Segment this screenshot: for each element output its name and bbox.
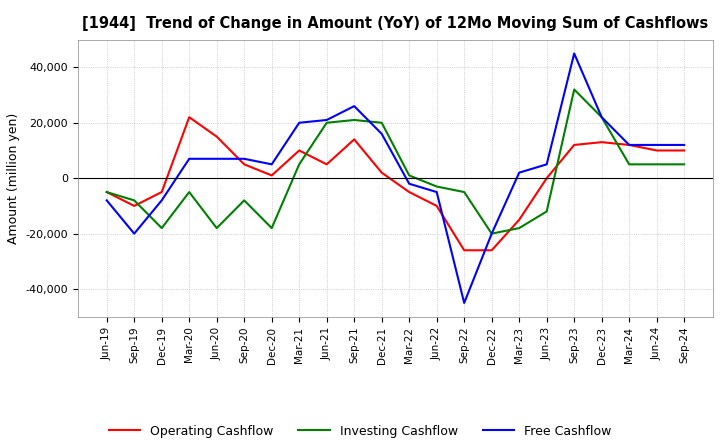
Operating Cashflow	[267, 173, 276, 178]
Free Cashflow	[323, 117, 331, 123]
Operating Cashflow	[570, 142, 578, 147]
Operating Cashflow	[212, 134, 221, 139]
Free Cashflow	[212, 156, 221, 161]
Line: Investing Cashflow: Investing Cashflow	[107, 89, 684, 234]
Free Cashflow	[625, 142, 634, 147]
Operating Cashflow	[102, 189, 111, 194]
Free Cashflow	[377, 131, 386, 136]
Free Cashflow	[267, 161, 276, 167]
Investing Cashflow	[598, 114, 606, 120]
Investing Cashflow	[377, 120, 386, 125]
Free Cashflow	[570, 51, 578, 56]
Operating Cashflow	[405, 189, 413, 194]
Investing Cashflow	[130, 198, 138, 203]
Operating Cashflow	[680, 148, 688, 153]
Y-axis label: Amount (million yen): Amount (million yen)	[7, 113, 20, 244]
Operating Cashflow	[158, 189, 166, 194]
Operating Cashflow	[350, 137, 359, 142]
Free Cashflow	[598, 114, 606, 120]
Free Cashflow	[487, 231, 496, 236]
Investing Cashflow	[212, 225, 221, 231]
Investing Cashflow	[625, 161, 634, 167]
Investing Cashflow	[185, 189, 194, 194]
Investing Cashflow	[460, 189, 469, 194]
Investing Cashflow	[267, 225, 276, 231]
Operating Cashflow	[542, 176, 551, 181]
Investing Cashflow	[405, 173, 413, 178]
Investing Cashflow	[487, 231, 496, 236]
Operating Cashflow	[240, 161, 248, 167]
Operating Cashflow	[515, 217, 523, 222]
Operating Cashflow	[598, 139, 606, 145]
Investing Cashflow	[323, 120, 331, 125]
Investing Cashflow	[295, 161, 304, 167]
Title: [1944]  Trend of Change in Amount (YoY) of 12Mo Moving Sum of Cashflows: [1944] Trend of Change in Amount (YoY) o…	[82, 16, 708, 32]
Free Cashflow	[542, 161, 551, 167]
Free Cashflow	[240, 156, 248, 161]
Free Cashflow	[680, 142, 688, 147]
Operating Cashflow	[460, 248, 469, 253]
Investing Cashflow	[240, 198, 248, 203]
Free Cashflow	[295, 120, 304, 125]
Line: Free Cashflow: Free Cashflow	[107, 53, 684, 303]
Investing Cashflow	[652, 161, 661, 167]
Operating Cashflow	[295, 148, 304, 153]
Free Cashflow	[130, 231, 138, 236]
Free Cashflow	[433, 189, 441, 194]
Free Cashflow	[652, 142, 661, 147]
Investing Cashflow	[570, 87, 578, 92]
Investing Cashflow	[102, 189, 111, 194]
Legend: Operating Cashflow, Investing Cashflow, Free Cashflow: Operating Cashflow, Investing Cashflow, …	[104, 420, 616, 440]
Line: Operating Cashflow: Operating Cashflow	[107, 117, 684, 250]
Investing Cashflow	[542, 209, 551, 214]
Operating Cashflow	[130, 203, 138, 209]
Investing Cashflow	[158, 225, 166, 231]
Operating Cashflow	[323, 161, 331, 167]
Operating Cashflow	[377, 170, 386, 175]
Investing Cashflow	[433, 184, 441, 189]
Free Cashflow	[515, 170, 523, 175]
Operating Cashflow	[652, 148, 661, 153]
Free Cashflow	[185, 156, 194, 161]
Operating Cashflow	[487, 248, 496, 253]
Operating Cashflow	[625, 142, 634, 147]
Investing Cashflow	[515, 225, 523, 231]
Investing Cashflow	[350, 117, 359, 123]
Operating Cashflow	[433, 203, 441, 209]
Investing Cashflow	[680, 161, 688, 167]
Free Cashflow	[460, 300, 469, 305]
Free Cashflow	[405, 181, 413, 187]
Free Cashflow	[350, 103, 359, 109]
Free Cashflow	[158, 198, 166, 203]
Operating Cashflow	[185, 114, 194, 120]
Free Cashflow	[102, 198, 111, 203]
